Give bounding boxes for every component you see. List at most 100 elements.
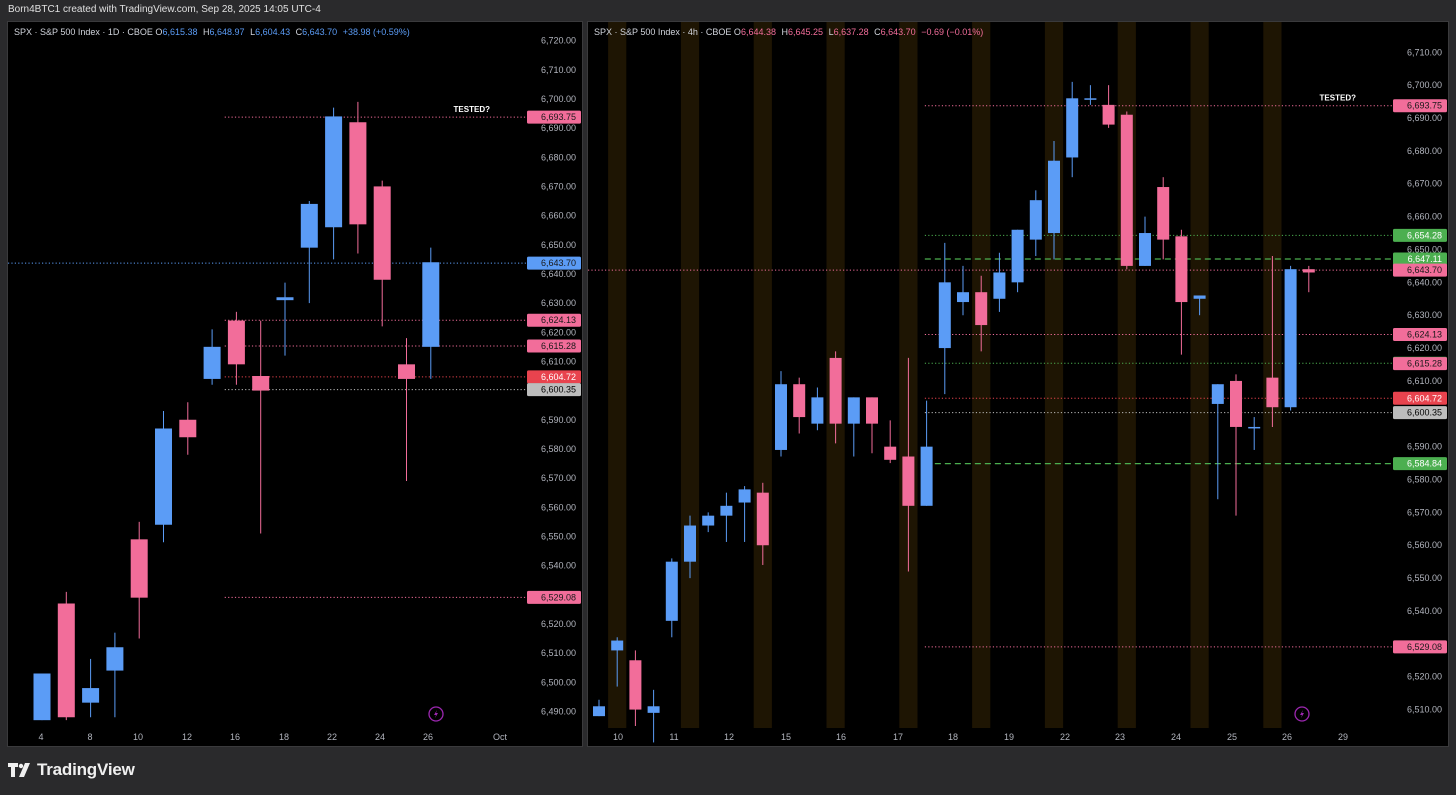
candle[interactable] (1157, 177, 1170, 260)
price-tag-label: 6,693.75 (1407, 101, 1442, 111)
candle[interactable] (938, 242, 951, 395)
candle[interactable] (252, 320, 270, 534)
candle[interactable] (847, 397, 860, 457)
y-tick-label: 6,680.00 (1407, 146, 1442, 156)
price-tag (527, 383, 581, 397)
candle[interactable] (665, 558, 678, 638)
y-tick-label: 6,660.00 (1407, 212, 1442, 222)
candle[interactable] (106, 632, 124, 718)
tradingview-brand[interactable]: TradingView (8, 760, 135, 780)
candle[interactable] (349, 101, 367, 254)
candle[interactable] (902, 357, 915, 572)
y-tick-label: 6,690.00 (541, 123, 576, 133)
y-tick-label: 6,610.00 (541, 356, 576, 366)
candle-body (975, 292, 988, 326)
candle[interactable] (775, 371, 787, 457)
candle[interactable] (179, 402, 197, 455)
price-tag-label: 6,643.70 (1407, 265, 1442, 275)
candle[interactable] (227, 311, 245, 385)
session-shade (1190, 22, 1209, 728)
candle-body (373, 186, 391, 280)
y-tick-label: 6,580.00 (1407, 475, 1442, 485)
candle[interactable] (702, 512, 715, 533)
price-tag (1393, 457, 1447, 471)
candle[interactable] (398, 338, 415, 481)
candle[interactable] (793, 377, 806, 434)
candle[interactable] (738, 486, 751, 542)
candle[interactable] (629, 650, 642, 726)
price-tag (1393, 357, 1447, 371)
lightning-icon[interactable] (1294, 706, 1310, 722)
y-tick-label: 6,640.00 (1407, 277, 1442, 287)
candle[interactable] (1084, 85, 1097, 105)
y-tick-label: 6,710.00 (1407, 47, 1442, 57)
candle[interactable] (1230, 374, 1242, 516)
candle[interactable] (593, 699, 605, 717)
daily-chart-svg[interactable]: 6,490.006,500.006,510.006,520.006,530.00… (8, 22, 583, 747)
candle[interactable] (33, 673, 51, 721)
candle[interactable] (373, 180, 391, 327)
x-tick-label: 10 (613, 732, 623, 742)
candle[interactable] (155, 411, 172, 543)
candle[interactable] (203, 329, 221, 385)
four-hour-chart-panel[interactable]: 6,510.006,520.006,530.006,540.006,550.00… (587, 21, 1449, 747)
candle[interactable] (975, 275, 988, 352)
candle[interactable] (1248, 417, 1261, 450)
candle[interactable] (611, 637, 624, 687)
candle[interactable] (866, 397, 878, 454)
candle[interactable] (756, 482, 769, 565)
candle[interactable] (1193, 295, 1206, 316)
price-tag (527, 256, 581, 270)
candle[interactable] (957, 265, 969, 316)
candle[interactable] (811, 387, 824, 431)
candle[interactable] (1011, 229, 1024, 293)
candle[interactable] (1029, 190, 1042, 257)
candle[interactable] (1175, 229, 1188, 355)
candle[interactable] (993, 252, 1006, 312)
candle-body (106, 647, 124, 671)
candle[interactable] (1066, 81, 1079, 178)
price-tag (1393, 640, 1447, 654)
candle-body (647, 706, 660, 713)
candle[interactable] (1048, 141, 1060, 260)
low-label: L (828, 27, 834, 37)
candle[interactable] (829, 351, 842, 444)
candle[interactable] (684, 515, 696, 579)
candle[interactable] (300, 201, 318, 304)
y-tick-label: 6,510.00 (1407, 705, 1442, 715)
candle[interactable] (1302, 265, 1315, 293)
y-tick-label: 6,690.00 (1407, 113, 1442, 123)
candle[interactable] (82, 658, 100, 718)
candle[interactable] (276, 282, 294, 356)
candle[interactable] (720, 492, 733, 542)
four-hour-chart-svg[interactable]: 6,510.006,520.006,530.006,540.006,550.00… (588, 22, 1449, 747)
y-tick-label: 6,680.00 (541, 152, 576, 162)
lightning-icon[interactable] (428, 706, 444, 722)
candle[interactable] (1102, 85, 1115, 128)
low-label: L (250, 27, 256, 37)
symbol-label: SPX · S&P 500 Index · 4h · CBOE (594, 27, 732, 37)
level-note: TESTED? (1320, 94, 1357, 103)
daily-chart-panel[interactable]: 6,490.006,500.006,510.006,520.006,530.00… (7, 21, 583, 747)
candle[interactable] (1266, 256, 1279, 427)
candle[interactable] (1284, 265, 1297, 411)
candle-body (902, 456, 915, 506)
x-tick-label: 15 (781, 732, 791, 742)
y-tick-label: 6,630.00 (541, 298, 576, 308)
candle[interactable] (57, 591, 75, 721)
candle[interactable] (884, 420, 897, 464)
candle[interactable] (130, 521, 148, 639)
candle-body (325, 116, 343, 228)
candle[interactable] (920, 400, 933, 506)
candle[interactable] (325, 107, 343, 260)
y-tick-label: 6,650.00 (1407, 244, 1442, 254)
candle[interactable] (647, 689, 660, 743)
y-tick-label: 6,620.00 (1407, 343, 1442, 353)
candle[interactable] (422, 247, 440, 379)
y-tick-label: 6,510.00 (541, 648, 576, 658)
y-tick-label: 6,700.00 (541, 94, 576, 104)
candle[interactable] (1120, 111, 1133, 270)
candle[interactable] (1139, 216, 1151, 266)
candle[interactable] (1211, 384, 1224, 500)
price-tag-label: 6,529.08 (1407, 642, 1442, 652)
